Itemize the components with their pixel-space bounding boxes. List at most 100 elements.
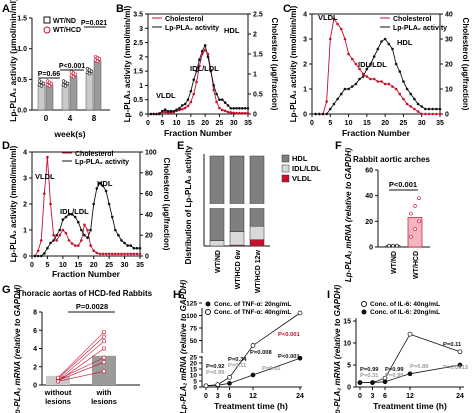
f-ytick-label: 20 <box>365 219 373 226</box>
b-point-lppla2 <box>155 112 158 116</box>
b-point-cholesterol <box>235 111 238 115</box>
d-point-lppla2 <box>92 202 96 206</box>
c-point-lppla2 <box>405 87 409 91</box>
h-pvalue: P<0.001 <box>278 354 301 360</box>
panel-c: C Lp-PLA₂ activity (nmol/min/ml) Cholest… <box>283 3 470 138</box>
e-bar-idl-ldl <box>209 240 225 247</box>
b-ytick-right-label: 1.5 <box>253 52 263 59</box>
a-point <box>41 81 46 86</box>
b-point-cholesterol <box>215 100 218 104</box>
g-pair-line <box>57 371 105 382</box>
e-bar-vldl <box>249 239 265 247</box>
f-bar-wt-hcd <box>407 217 423 248</box>
c-point-cholesterol <box>354 62 358 66</box>
b-point-lppla2 <box>160 109 164 113</box>
a-xlabel: week(s) <box>53 129 85 139</box>
c-point-lppla2 <box>343 87 347 91</box>
a-point <box>49 81 54 86</box>
c-xtick-label: 30 <box>418 120 426 127</box>
c-point-cholesterol <box>376 80 380 83</box>
b-point-cholesterol <box>183 106 187 110</box>
c-ytick-right-label: 10 <box>445 87 453 94</box>
d-point-cholesterol <box>80 239 83 242</box>
a-bar-nd <box>85 72 94 111</box>
g-pair-line <box>57 348 105 382</box>
h-pvalue: P=0.11 <box>228 363 247 369</box>
i-ylabel: Lp-PLA₂ mRNA (relative to GAPDH) <box>333 285 342 413</box>
d-ytick-left-label: 3 <box>23 176 27 183</box>
e-legend-label: IDL/LDL <box>292 164 321 173</box>
d-ytick-right-label: 40 <box>145 212 153 219</box>
b-xtick-label: 35 <box>244 120 252 127</box>
b-ytick-left-label: 3.5 <box>133 12 143 19</box>
d-xlabel: Fraction Number <box>52 269 121 279</box>
d-point-cholesterol <box>70 242 74 245</box>
c-point-cholesterol <box>394 87 398 91</box>
e-bar-hdl <box>229 155 245 232</box>
c-point-lppla2 <box>321 112 325 116</box>
d-point-lppla2 <box>70 213 74 216</box>
c-xtick-label: 0 <box>310 120 314 127</box>
d-point-lppla2 <box>33 254 37 258</box>
a-point <box>89 69 94 73</box>
b-point-lppla2 <box>226 104 230 107</box>
a-bar-hcd <box>69 76 78 111</box>
b-ytick-right-label: 0.5 <box>253 92 263 99</box>
h-ytick-label: 75 <box>190 326 198 333</box>
i-xtick-label: 3 <box>371 393 375 400</box>
b-point-cholesterol <box>198 64 201 68</box>
a-point <box>95 59 100 64</box>
b-annot-hdl: HDL <box>224 26 240 35</box>
h-xtick-label: 12 <box>249 393 257 400</box>
h-legend-swatch-20 <box>205 301 211 307</box>
d-point-lppla2 <box>73 215 77 219</box>
f-point <box>409 234 413 239</box>
b-xtick-label: 0 <box>146 120 150 127</box>
panel-label-e: E <box>177 140 184 152</box>
f-point <box>413 204 417 208</box>
b-xtick-label: 15 <box>187 120 195 127</box>
d-point-cholesterol <box>64 231 68 235</box>
b-point-lppla2 <box>175 108 178 112</box>
d-legend-lp: Lp-PLA₂ activity <box>75 159 129 166</box>
c-point-cholesterol <box>369 77 372 81</box>
i-ytick-label: 5 <box>347 363 351 370</box>
b-legend-chol: Cholesterol <box>165 16 204 23</box>
c-point-lppla2 <box>416 102 420 106</box>
c-xtick-label: 25 <box>400 120 408 127</box>
d-point-cholesterol <box>117 252 120 256</box>
a-pvalue-2: P=0.021 <box>81 20 107 27</box>
panel-d: D Lp-PLA₂ activity (nmol/min/ml) Cholest… <box>2 140 171 279</box>
e-xtick-label: WT/HCD 12w <box>255 249 262 293</box>
h-ytick-label: 125 <box>186 301 197 308</box>
a-ytick-label: 0.5 <box>17 77 27 84</box>
d-point-cholesterol <box>138 252 142 256</box>
d-point-lppla2 <box>123 241 126 245</box>
panel-i: I Lp-PLA₂ mRNA (relative to GAPDH) 0 5 10 1… <box>327 285 469 413</box>
d-ytick-right-label: 0 <box>145 254 149 261</box>
b-point-lppla2 <box>169 109 173 113</box>
a-point <box>63 84 68 88</box>
f-xtick-label: WT/HCD <box>413 251 420 279</box>
b-point-lppla2 <box>183 102 187 106</box>
d-xtick-label: 30 <box>121 262 129 269</box>
c-xlabel: Fraction Number <box>342 128 411 138</box>
b-point-lppla2 <box>206 55 210 59</box>
a-legend-nd: WT/ND <box>53 18 76 25</box>
d-legend-chol: Cholesterol <box>75 151 114 158</box>
c-point-lppla2 <box>394 62 398 66</box>
b-series-lppla2 <box>150 44 248 115</box>
e-xtick-label: WT/HCD 6w <box>235 249 242 289</box>
d-point-lppla2 <box>129 244 133 247</box>
c-point-cholesterol <box>372 77 376 81</box>
c-point-cholesterol <box>435 112 438 116</box>
g-pair-line <box>57 331 105 378</box>
b-point-lppla2 <box>243 106 247 110</box>
i-pvalue: P=0.99 <box>385 367 404 373</box>
d-point-lppla2 <box>46 246 49 250</box>
b-point-cholesterol <box>200 52 204 56</box>
a-legend-swatch-hcd <box>43 26 51 34</box>
i-legend-20: Conc. of IL-6: 20ng/mL <box>370 309 440 316</box>
f-point <box>387 243 391 248</box>
d-point-cholesterol <box>120 252 123 256</box>
